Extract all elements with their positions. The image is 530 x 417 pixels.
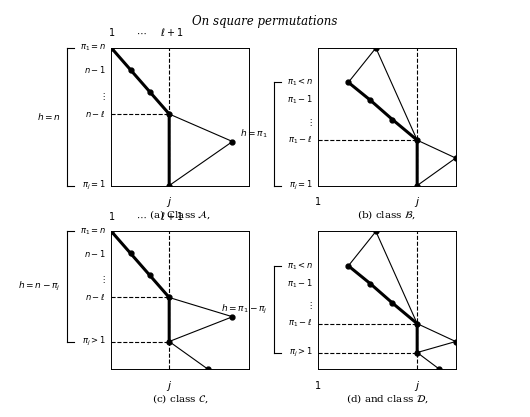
Text: (c) class $\mathcal{C}$,: (c) class $\mathcal{C}$, bbox=[152, 392, 208, 405]
Text: $\ell+1$: $\ell+1$ bbox=[160, 210, 183, 222]
Text: $\vdots$: $\vdots$ bbox=[99, 274, 106, 285]
Text: $\pi_j > 1$: $\pi_j > 1$ bbox=[289, 346, 313, 359]
Text: $j$: $j$ bbox=[166, 379, 172, 393]
Text: $\vdots$: $\vdots$ bbox=[99, 90, 106, 102]
Text: $\pi_1 < n$: $\pi_1 < n$ bbox=[287, 77, 313, 88]
Text: $1$: $1$ bbox=[108, 26, 115, 38]
Text: $\pi_1 = n$: $\pi_1 = n$ bbox=[80, 43, 106, 53]
Text: $\pi_1 - \ell$: $\pi_1 - \ell$ bbox=[288, 134, 313, 146]
Text: (d) and class $\mathcal{D}$,: (d) and class $\mathcal{D}$, bbox=[346, 392, 428, 405]
Text: $\pi_j = 1$: $\pi_j = 1$ bbox=[289, 179, 313, 192]
Text: $\pi_1 < n$: $\pi_1 < n$ bbox=[287, 260, 313, 271]
Text: $j$: $j$ bbox=[166, 195, 172, 209]
Text: $n-\ell$: $n-\ell$ bbox=[85, 109, 106, 119]
Text: $h = n$: $h = n$ bbox=[37, 111, 60, 122]
Text: $1$: $1$ bbox=[314, 379, 322, 391]
Text: $j$: $j$ bbox=[414, 379, 420, 393]
Text: $\vdots$: $\vdots$ bbox=[306, 117, 313, 128]
Text: $\cdots$: $\cdots$ bbox=[136, 29, 147, 38]
Text: (b) class $\mathcal{B}$,: (b) class $\mathcal{B}$, bbox=[357, 208, 417, 221]
Text: (a) Class $\mathcal{A}$,: (a) Class $\mathcal{A}$, bbox=[149, 208, 211, 221]
Text: $\ell+1$: $\ell+1$ bbox=[160, 26, 183, 38]
Text: $1$: $1$ bbox=[314, 195, 322, 207]
Text: $\pi_j > 1$: $\pi_j > 1$ bbox=[82, 335, 106, 348]
Text: $h = n - \pi_j$: $h = n - \pi_j$ bbox=[18, 280, 60, 293]
Text: $\cdots$: $\cdots$ bbox=[136, 213, 147, 222]
Text: $j$: $j$ bbox=[414, 195, 420, 209]
Text: $\vdots$: $\vdots$ bbox=[306, 300, 313, 311]
Text: $\pi_1 - 1$: $\pi_1 - 1$ bbox=[287, 277, 313, 290]
Text: $n-1$: $n-1$ bbox=[84, 248, 106, 259]
Text: On square permutations: On square permutations bbox=[192, 15, 338, 28]
Text: $\pi_1 - 1$: $\pi_1 - 1$ bbox=[287, 94, 313, 106]
Text: $h = \pi_1 - \pi_j$: $h = \pi_1 - \pi_j$ bbox=[220, 303, 267, 316]
Text: $h = \pi_1$: $h = \pi_1$ bbox=[240, 128, 267, 140]
Text: $n-\ell$: $n-\ell$ bbox=[85, 292, 106, 302]
Text: $n-1$: $n-1$ bbox=[84, 65, 106, 75]
Text: $\pi_1 = n$: $\pi_1 = n$ bbox=[80, 226, 106, 237]
Text: $\pi_1 - \ell$: $\pi_1 - \ell$ bbox=[288, 318, 313, 329]
Text: $\pi_j = 1$: $\pi_j = 1$ bbox=[82, 179, 106, 192]
Text: $1$: $1$ bbox=[108, 210, 115, 222]
